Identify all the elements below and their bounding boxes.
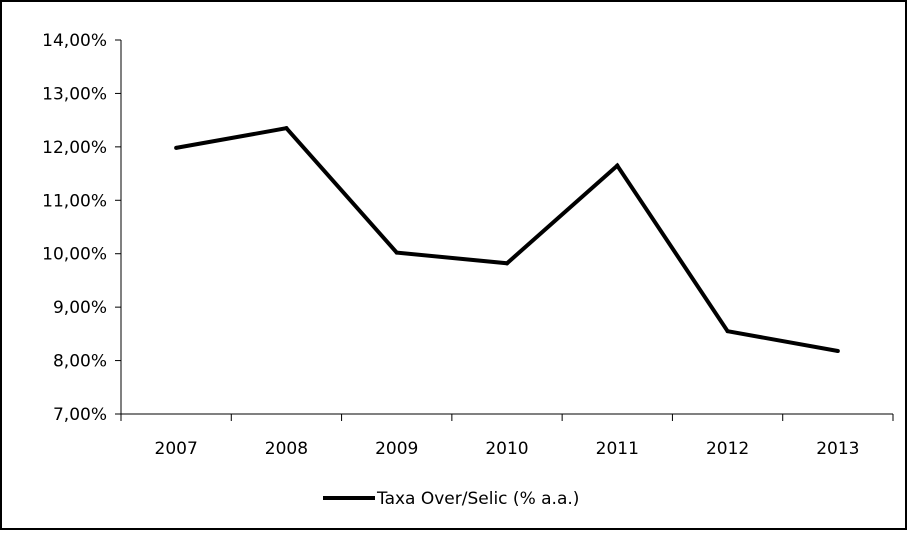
data-point (615, 163, 620, 168)
x-tick-label: 2009 (375, 439, 418, 459)
y-tick-label: 10,00% (42, 245, 107, 265)
y-axis: 7,00% 8,00% 9,00% 10,00% 11,00% 12,00% 13,00% 1… (42, 31, 122, 425)
data-point (174, 145, 179, 150)
data-point (725, 329, 730, 334)
y-tick-label: 14,00% (42, 31, 107, 51)
data-point (394, 250, 399, 255)
series-layer (174, 126, 840, 353)
x-tick-label: 2010 (485, 439, 528, 459)
data-point (505, 261, 509, 266)
y-tick-label: 9,00% (53, 298, 107, 318)
legend: Taxa Over/Selic (% a.a.) (323, 489, 579, 509)
data-point (835, 348, 840, 353)
y-tick-label: 13,00% (42, 84, 107, 104)
x-axis: 2007 2008 2009 2010 2011 2012 2013 (120, 413, 894, 459)
x-tick-label: 2007 (155, 439, 198, 459)
x-tick-label: 2008 (265, 439, 308, 459)
data-point (284, 126, 289, 131)
x-tick-label: 2012 (706, 439, 749, 459)
y-tick-label: 8,00% (53, 352, 107, 372)
x-tick-label: 2013 (816, 439, 859, 459)
y-tick-label: 11,00% (42, 191, 107, 211)
y-tick-label: 12,00% (42, 138, 107, 158)
legend-label: Taxa Over/Selic (% a.a.) (376, 489, 579, 509)
x-tick-label: 2011 (596, 439, 639, 459)
y-tick-label: 7,00% (53, 405, 107, 425)
